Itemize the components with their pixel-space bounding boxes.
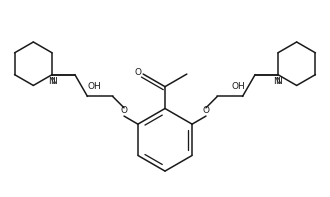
Text: N: N	[50, 77, 56, 86]
Text: N: N	[275, 77, 281, 86]
Text: O: O	[203, 106, 210, 115]
Text: OH: OH	[87, 82, 101, 91]
Text: OH: OH	[231, 82, 245, 91]
Text: O: O	[134, 68, 142, 77]
Text: N: N	[49, 77, 55, 86]
Text: O: O	[120, 106, 127, 115]
Text: N: N	[274, 77, 280, 86]
